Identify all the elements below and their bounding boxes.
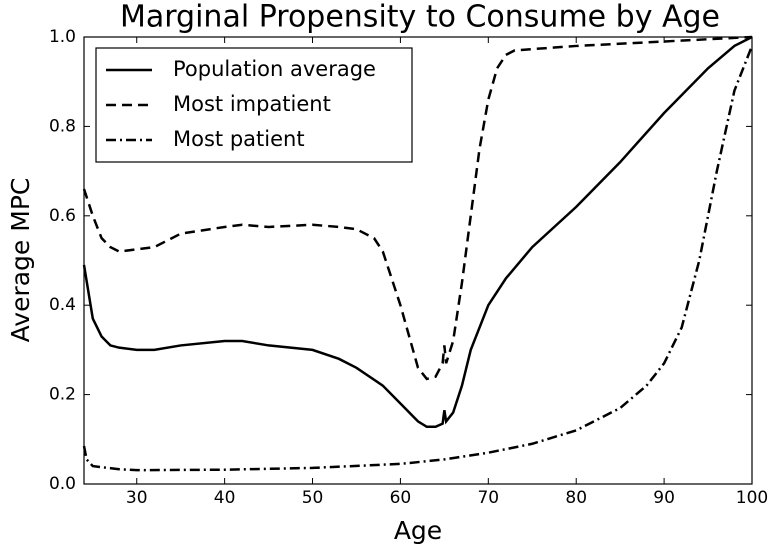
line-series bbox=[82, 35, 753, 381]
chart-title: Marginal Propensity to Consume by Age bbox=[120, 0, 720, 35]
x-tick-label: 100 bbox=[736, 488, 768, 508]
x-tick-label: 60 bbox=[390, 488, 412, 508]
y-axis-label: Average MPC bbox=[6, 178, 35, 343]
x-axis-label: Age bbox=[394, 516, 442, 545]
x-tick-label: 80 bbox=[565, 488, 587, 508]
legend-label: Population average bbox=[173, 57, 376, 81]
legend-label: Most impatient bbox=[173, 92, 331, 116]
y-tick-label: 0.0 bbox=[49, 474, 76, 494]
y-tick-label: 1.0 bbox=[49, 27, 76, 47]
legend-label: Most patient bbox=[173, 127, 305, 151]
y-tick-label: 0.6 bbox=[49, 206, 76, 226]
y-tick-label: 0.2 bbox=[49, 385, 76, 405]
x-tick-label: 50 bbox=[302, 488, 324, 508]
x-tick-label: 30 bbox=[126, 488, 148, 508]
legend-box bbox=[95, 47, 413, 163]
x-tick-label: 70 bbox=[477, 488, 499, 508]
plot-frame bbox=[83, 36, 753, 485]
line-series bbox=[82, 45, 754, 472]
x-tick-label: 40 bbox=[214, 488, 236, 508]
line-series bbox=[82, 35, 753, 429]
x-tick-label: 90 bbox=[653, 488, 675, 508]
y-tick-label: 0.4 bbox=[49, 295, 76, 315]
y-tick-label: 0.8 bbox=[49, 116, 76, 136]
